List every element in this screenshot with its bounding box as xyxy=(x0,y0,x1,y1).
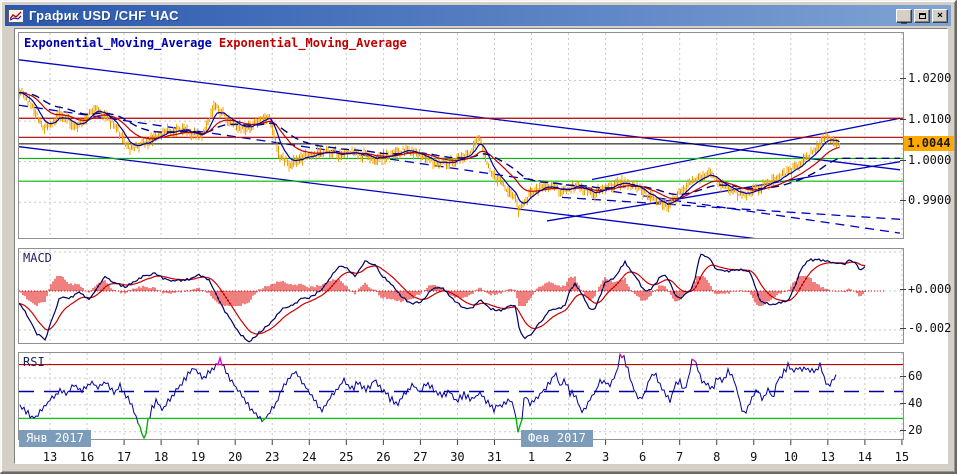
macd-panel[interactable]: MACD xyxy=(18,248,904,344)
x-axis-tick-label: 16 xyxy=(79,450,95,464)
x-axis-tick-label: 24 xyxy=(302,450,317,464)
x-axis-tick-label: 18 xyxy=(153,450,169,464)
x-axis-tick-label: 9 xyxy=(750,450,758,464)
x-axis-tick-label: 15 xyxy=(894,450,910,464)
x-axis-tick-label: 7 xyxy=(676,450,684,464)
rsi-axis-label: 20 xyxy=(900,423,952,437)
x-axis-tick-label: 31 xyxy=(487,450,502,464)
x-axis-tick-label: 26 xyxy=(376,450,391,464)
price-axis-label: 1.0000 xyxy=(900,152,952,167)
x-axis-tick-label: 6 xyxy=(639,450,647,464)
x-axis-tick-label: 20 xyxy=(227,450,243,464)
candlestick-chart[interactable] xyxy=(19,33,903,238)
price-axis-label: 0.9900 xyxy=(900,193,952,208)
x-axis-tick-label: 1 xyxy=(527,450,536,464)
x-axis-tick-label: 13 xyxy=(820,450,836,464)
x-axis-tick-label: 25 xyxy=(339,450,354,464)
rsi-label: RSI xyxy=(23,355,45,369)
macd-label: MACD xyxy=(23,251,52,265)
x-axis-tick-label: 8 xyxy=(713,450,721,464)
rsi-panel[interactable]: RSI xyxy=(18,352,904,440)
x-axis-tick-label: 10 xyxy=(783,450,799,464)
x-axis-tick-label: 19 xyxy=(190,450,206,464)
x-axis-ticks xyxy=(49,440,903,445)
x-axis-tick-label: 2 xyxy=(564,450,573,464)
x-axis-tick-label: 23 xyxy=(265,450,280,464)
x-axis-tick-label: 14 xyxy=(857,450,873,464)
x-axis-tick-label: 3 xyxy=(601,450,610,464)
minimize-icon: _ xyxy=(900,12,908,24)
minimize-button[interactable]: _ xyxy=(896,8,912,24)
price-axis-label: 1.0200 xyxy=(900,71,952,86)
x-axis-tick-label: 13 xyxy=(42,450,58,464)
close-button[interactable]: × xyxy=(932,8,948,23)
indicator-legend: Exponential_Moving_Average Exponential_Mo… xyxy=(24,36,407,50)
title-bar[interactable]: График USD /CHF ЧАС _ × xyxy=(5,5,951,26)
macd-axis-label: -0.002 xyxy=(900,321,952,335)
macd-chart[interactable] xyxy=(19,249,903,343)
ema-slow-label: Exponential_Moving_Average xyxy=(218,36,407,50)
maximize-icon xyxy=(918,12,926,19)
maximize-button[interactable] xyxy=(914,8,930,23)
month-marker: Янв 2017 xyxy=(19,430,91,447)
price-chart-panel[interactable]: Exponential_Moving_Average Exponential_Mo… xyxy=(18,32,904,239)
price-axis-label: 1.0100 xyxy=(900,112,952,127)
x-axis-tick-label: 30 xyxy=(450,450,465,464)
x-axis-tick-label: 17 xyxy=(116,450,132,464)
rsi-axis-label: 40 xyxy=(900,396,952,410)
rsi-chart[interactable] xyxy=(19,353,903,439)
current-price-tag: 1.0044 xyxy=(904,135,954,151)
chart-client-area: Exponential_Moving_Average Exponential_Mo… xyxy=(14,28,954,464)
macd-axis-label: +0.000 xyxy=(900,282,952,296)
x-axis-tick-label: 27 xyxy=(413,450,428,464)
window-chart-icon xyxy=(8,8,24,23)
window-title: График USD /CHF ЧАС xyxy=(29,8,179,23)
ema-fast-label: Exponential_Moving_Average xyxy=(24,36,212,50)
rsi-axis-label: 60 xyxy=(900,369,952,383)
month-marker: Фев 2017 xyxy=(521,430,593,447)
close-icon: × xyxy=(936,9,944,21)
